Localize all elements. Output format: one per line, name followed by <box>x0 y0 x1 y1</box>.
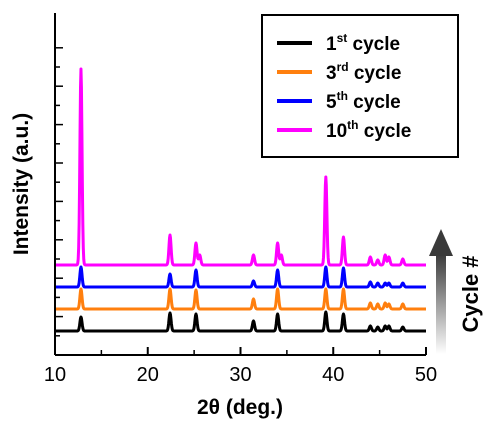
legend: 1st cycle 3rd cycle 5th cycle 10th cycle <box>261 14 459 158</box>
x-tick-label-4: 40 <box>322 364 344 386</box>
cycle-axis-label: Cycle # <box>458 255 483 332</box>
legend-label-2: 3rd cycle <box>326 60 401 84</box>
x-tick-label-2: 20 <box>137 364 159 386</box>
legend-label-4: 10th cycle <box>326 118 411 142</box>
series-layer <box>53 67 428 333</box>
legend-label-1: 1st cycle <box>326 31 400 55</box>
y-ticks <box>55 47 63 356</box>
legend-label-3: 5th cycle <box>326 89 401 113</box>
series-line-1 <box>53 310 428 333</box>
series-line-4 <box>53 67 428 267</box>
series-line-3 <box>53 265 428 289</box>
x-tick-label-1: 10 <box>44 364 66 386</box>
x-axis-title: 2θ (deg.) <box>197 396 283 419</box>
legend-items: 1st cycle 3rd cycle 5th cycle 10th cycle <box>277 31 411 142</box>
legend-box <box>261 14 459 158</box>
x-ticks: 10 20 30 40 50 <box>44 347 437 386</box>
x-tick-label-3: 30 <box>229 364 251 386</box>
series-line-2 <box>53 287 428 311</box>
y-axis-title: Intensity (a.u.) <box>10 113 33 255</box>
cycle-arrow <box>429 229 453 354</box>
x-tick-label-5: 50 <box>415 364 437 386</box>
